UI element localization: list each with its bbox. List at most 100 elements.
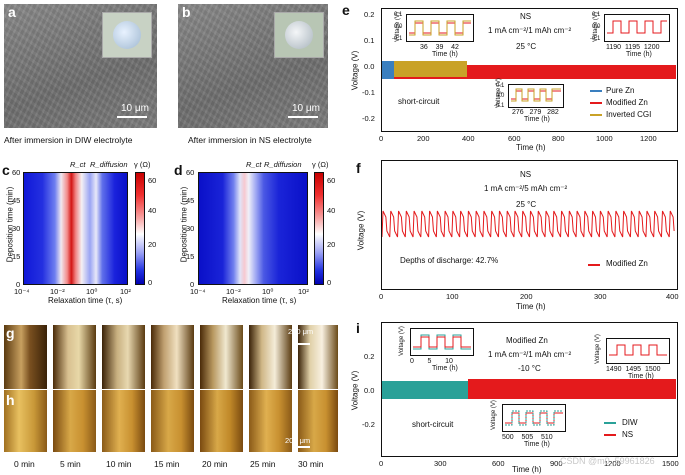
xtick-d-3: 10⁰ (262, 287, 274, 296)
watermark: CSDN @m0_59961826 (560, 456, 655, 466)
inset-e3-xlabel: Time (h) (524, 116, 550, 123)
panel-label-c: c (2, 162, 10, 178)
ytick-i-1: 0.0 (364, 386, 375, 395)
inset-e3-ytick-2: -0.1 (494, 103, 505, 109)
inset-e-1 (406, 14, 474, 42)
scale-bar-h: 200 μm (285, 436, 311, 445)
title-f-2: 1 mA cm⁻²/5 mAh cm⁻² (484, 184, 568, 193)
inset-i1-ylabel: Voltage (V) (399, 326, 405, 356)
optical-g-20min (200, 325, 243, 389)
xtick-i-3: 900 (550, 459, 563, 468)
ytick-d-30: 30 (186, 224, 195, 233)
xtick-c-3: 10⁰ (86, 287, 98, 296)
panel-label-d: d (174, 162, 183, 178)
inset-i-1 (410, 328, 474, 356)
heatmap-c (23, 172, 128, 285)
zn-disk-photo-b (274, 12, 324, 58)
sem-image-a: 10 μm (4, 4, 157, 128)
ytick-d-60: 60 (186, 168, 195, 177)
ytick-c-15: 15 (12, 252, 21, 261)
inset-e3-ytick-1: 0.0 (496, 93, 505, 99)
panel-label-b: b (182, 4, 191, 20)
time-label-15: 15 min (154, 459, 180, 469)
cbar-tick-c-60: 60 (148, 176, 157, 185)
xtick-d-4: 10² (298, 287, 309, 296)
inset-e2-ticks: 1190 1195 1200 (606, 44, 660, 51)
ytick-c-45: 45 (12, 196, 21, 205)
time-label-30: 30 min (298, 459, 324, 469)
scale-bar-b: 10 μm (292, 103, 320, 114)
caption-b: After immersion in NS electrolyte (188, 135, 312, 145)
xtick-e-5: 1000 (596, 134, 613, 143)
ytick-c-30: 30 (12, 224, 21, 233)
optical-g-25min (249, 325, 292, 389)
inset-i-3 (502, 404, 566, 432)
panel-label-i: i (356, 320, 360, 336)
inset-e3-ytick-0: 0.1 (496, 83, 505, 89)
annotation-i: short-circuit (412, 420, 454, 429)
optical-g-30min (298, 325, 338, 389)
panel-label-h: h (6, 392, 15, 408)
inset-i3-ticks: 500 505 510 (502, 434, 553, 441)
inset-e2-xlabel: Time (h) (626, 51, 652, 58)
panel-label-g: g (6, 325, 15, 341)
legend-e-pure-zn: Pure Zn (606, 86, 635, 95)
time-label-25: 25 min (250, 459, 276, 469)
ytick-d-15: 15 (186, 252, 195, 261)
inset-e2-ytick-1: 0.0 (592, 24, 601, 30)
inset-i2-ylabel: Voltage (V) (595, 334, 601, 364)
xtick-f-0: 0 (379, 292, 384, 301)
xtick-c-4: 10² (120, 287, 131, 296)
title-i-1: Modified Zn (506, 336, 548, 345)
title-f-3: 25 °C (516, 200, 537, 209)
voltage-trace-f (382, 210, 675, 238)
inset-e1-ytick-1: 0.0 (394, 24, 403, 30)
cbar-tick-d-60: 60 (327, 176, 336, 185)
xtick-f-2: 200 (520, 292, 533, 301)
panel-label-a: a (8, 4, 16, 20)
inset-e1-ytick-0: 0.1 (394, 12, 403, 18)
ytick-i-2: -0.2 (362, 420, 375, 429)
ytick-d-45: 45 (186, 196, 195, 205)
inset-e1-ticks: 36 39 42 (420, 44, 459, 51)
cbar-tick-d-20: 20 (327, 240, 336, 249)
time-label-0: 0 min (14, 459, 35, 469)
optical-g-10min (102, 325, 145, 389)
peak-label-d2: R_diffusion (264, 160, 302, 169)
scale-bar-a: 10 μm (121, 103, 149, 114)
legend-i-diw: DIW (622, 418, 638, 427)
xtick-e-1: 200 (417, 134, 430, 143)
inset-i3-xlabel: Time (h) (524, 441, 550, 448)
optical-g-5min (53, 325, 96, 389)
panel-label-f: f (356, 160, 361, 176)
xlabel-i: Time (h) (512, 465, 542, 474)
xtick-i-1: 300 (434, 459, 447, 468)
optical-strip-h (4, 390, 338, 452)
ytick-e-1: 0.1 (364, 36, 375, 45)
cbar-title-d: γ (Ω) (312, 160, 329, 169)
cbar-tick-c-0: 0 (148, 278, 153, 287)
colorbar-d (314, 172, 324, 285)
title-e-1: NS (520, 12, 532, 21)
ylabel-f: Voltage (V) (356, 210, 366, 251)
cbar-tick-c-40: 40 (148, 206, 157, 215)
xlabel-f: Time (h) (516, 302, 546, 311)
optical-h-10min (102, 390, 145, 452)
title-i-3: -10 °C (518, 364, 541, 373)
ytick-e-2: 0.0 (364, 62, 375, 71)
xlabel-d: Relaxation time (τ, s) (222, 296, 297, 305)
xtick-e-3: 600 (508, 134, 521, 143)
xtick-i-0: 0 (379, 459, 384, 468)
xtick-c-2: 10⁻² (50, 287, 65, 296)
xtick-e-6: 1200 (640, 134, 657, 143)
xtick-f-4: 400 (666, 292, 679, 301)
optical-h-25min (249, 390, 292, 452)
ytick-c-0: 0 (16, 280, 21, 289)
colorbar-c (135, 172, 145, 285)
legend-e-modified-zn: Modified Zn (606, 98, 648, 107)
legend-e-inverted-cgi: Inverted CGI (606, 110, 652, 119)
ytick-e-4: -0.2 (362, 114, 375, 123)
inset-i2-xlabel: Time (h) (628, 373, 654, 380)
xtick-i-5: 1500 (662, 459, 679, 468)
xtick-c-1: 10⁻⁴ (14, 287, 30, 296)
